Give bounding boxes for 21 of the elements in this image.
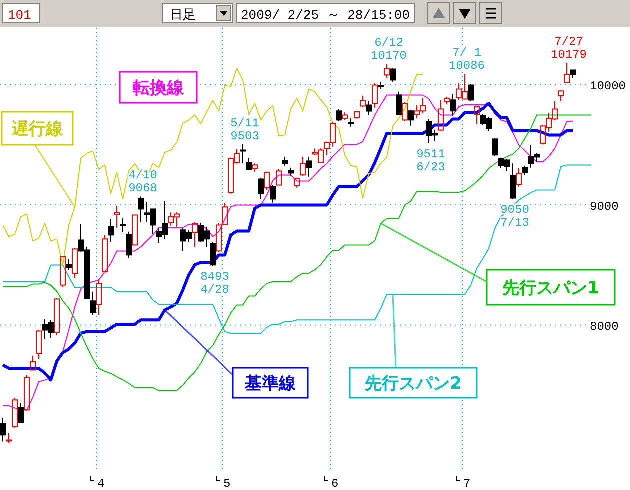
- x-tick-label: 4: [98, 477, 105, 490]
- annotation: 5/11 9503: [230, 116, 260, 144]
- text: 先行スパン1: [502, 278, 600, 298]
- chart-title: 日足: [170, 8, 196, 23]
- x-tick-label: 6: [332, 477, 339, 490]
- x-tick-label: 7: [464, 477, 471, 490]
- text: 基準線: [244, 374, 297, 394]
- annotation: 9511 6/23: [416, 147, 446, 174]
- annotation: 6/12 10170: [370, 36, 408, 64]
- series-label: 遅行線: [11, 120, 64, 140]
- text: 転換線: [132, 78, 185, 98]
- x-tick-label: 5: [224, 477, 231, 490]
- annotation: 7/27 10179: [550, 35, 588, 62]
- text: 101: [8, 8, 32, 23]
- chart-subtitle: 2009/ 2/25 ～ 28/15:00: [241, 8, 410, 23]
- y-tick-label: 9000: [590, 200, 619, 214]
- annotation: 8493 4/28: [200, 270, 230, 297]
- annotation: 7/ 1 10086: [448, 46, 486, 74]
- y-tick-label: 8000: [590, 320, 619, 334]
- y-tick-label: 10000: [590, 80, 626, 94]
- text: 先行スパン2: [364, 374, 462, 394]
